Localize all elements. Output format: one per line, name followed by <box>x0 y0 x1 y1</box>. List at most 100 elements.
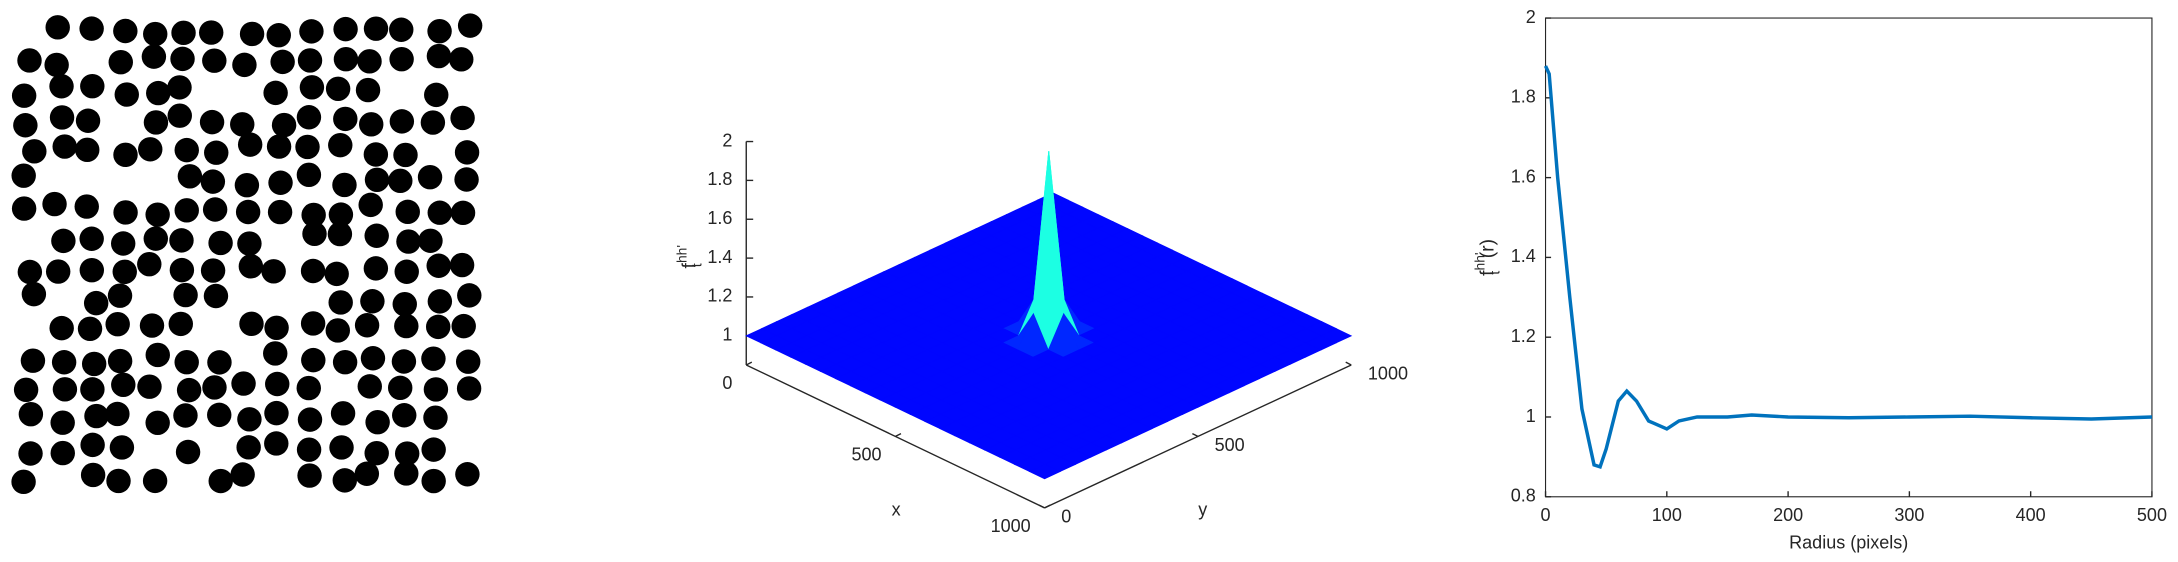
disk <box>388 168 413 194</box>
disk <box>333 16 358 42</box>
z-tick-label: 1.6 <box>707 208 732 228</box>
disk <box>357 49 382 74</box>
disk <box>327 221 353 247</box>
disk <box>297 48 323 73</box>
disk <box>394 259 419 284</box>
disk <box>113 200 138 225</box>
disk <box>296 105 322 130</box>
disk <box>299 19 324 44</box>
disk <box>393 142 418 168</box>
disk <box>74 194 99 219</box>
x-tick-label: 100 <box>1652 505 1682 525</box>
disk <box>171 20 196 46</box>
disk <box>79 257 105 283</box>
disk <box>146 80 171 106</box>
disk <box>143 21 168 47</box>
disk <box>84 403 109 429</box>
disk <box>77 316 103 342</box>
disk <box>238 254 264 279</box>
disk-pattern <box>11 13 483 495</box>
disk <box>234 172 260 198</box>
y-tick-label: 1000 <box>1368 363 1408 383</box>
disk <box>265 371 290 397</box>
label-sup: hh' <box>673 245 689 263</box>
disk <box>141 44 167 69</box>
disk <box>114 82 139 107</box>
disk <box>389 109 415 134</box>
disk <box>207 402 232 428</box>
disk <box>332 172 357 198</box>
disk <box>177 164 203 189</box>
disk <box>387 375 413 401</box>
disk <box>301 202 326 228</box>
disk <box>50 410 75 435</box>
axis-label: fhh't (r) <box>1471 239 1502 276</box>
disk <box>297 407 323 432</box>
disk <box>200 169 226 194</box>
disk <box>450 200 476 226</box>
disk <box>13 377 39 403</box>
disk <box>424 82 449 108</box>
x-tick-label: 500 <box>2137 505 2167 525</box>
z-tick-label: 1.2 <box>707 286 732 306</box>
disk <box>50 440 75 466</box>
disk <box>297 463 322 488</box>
disk <box>235 199 261 225</box>
disk <box>395 199 420 225</box>
disk <box>455 462 480 487</box>
x-tick-label: 300 <box>1894 505 1924 525</box>
label-base: f <box>679 262 701 268</box>
disk <box>81 351 107 377</box>
disk <box>138 137 163 162</box>
disk <box>145 410 170 436</box>
label-sub: t <box>1486 271 1502 275</box>
surface-patch <box>1028 463 1061 480</box>
y-tick-label: 0 <box>1061 506 1071 526</box>
disk <box>113 18 138 44</box>
disk <box>174 198 199 223</box>
disk <box>427 18 452 44</box>
y-tick-label: 0.8 <box>1511 486 1536 506</box>
disk <box>106 468 131 494</box>
y-tick-label: 500 <box>1215 435 1245 455</box>
disk <box>111 372 136 397</box>
y-tick-label: 1.4 <box>1511 246 1536 266</box>
disk <box>202 197 228 222</box>
disk <box>202 375 227 400</box>
disk <box>51 350 77 375</box>
x-tick-label: 200 <box>1773 505 1803 525</box>
disk <box>394 441 420 466</box>
disk <box>421 468 446 494</box>
disk <box>199 109 225 135</box>
disk <box>143 226 169 251</box>
disk <box>425 314 451 340</box>
disk <box>49 315 74 341</box>
x-tick <box>895 433 902 438</box>
disk <box>360 289 385 314</box>
disk <box>363 16 389 41</box>
disk <box>263 341 288 366</box>
x-axis-label: Radius (pixels) <box>1789 533 1908 553</box>
disk <box>296 375 321 401</box>
disk <box>421 346 446 371</box>
disk <box>13 113 38 138</box>
disk <box>173 403 198 428</box>
disk <box>143 110 169 135</box>
disk <box>300 311 326 336</box>
disk <box>261 259 286 284</box>
label-suffix: (r) <box>1477 239 1499 258</box>
disk <box>355 77 381 103</box>
disk <box>454 167 479 192</box>
disk <box>451 313 476 339</box>
disk <box>230 462 255 487</box>
disk <box>79 16 104 41</box>
disk <box>296 437 322 462</box>
disk <box>137 251 162 277</box>
disk <box>17 259 43 285</box>
disk <box>333 47 359 72</box>
disk <box>107 283 133 308</box>
y-tick-label: 1.6 <box>1511 166 1536 186</box>
disk <box>325 76 351 102</box>
disk <box>80 377 105 402</box>
